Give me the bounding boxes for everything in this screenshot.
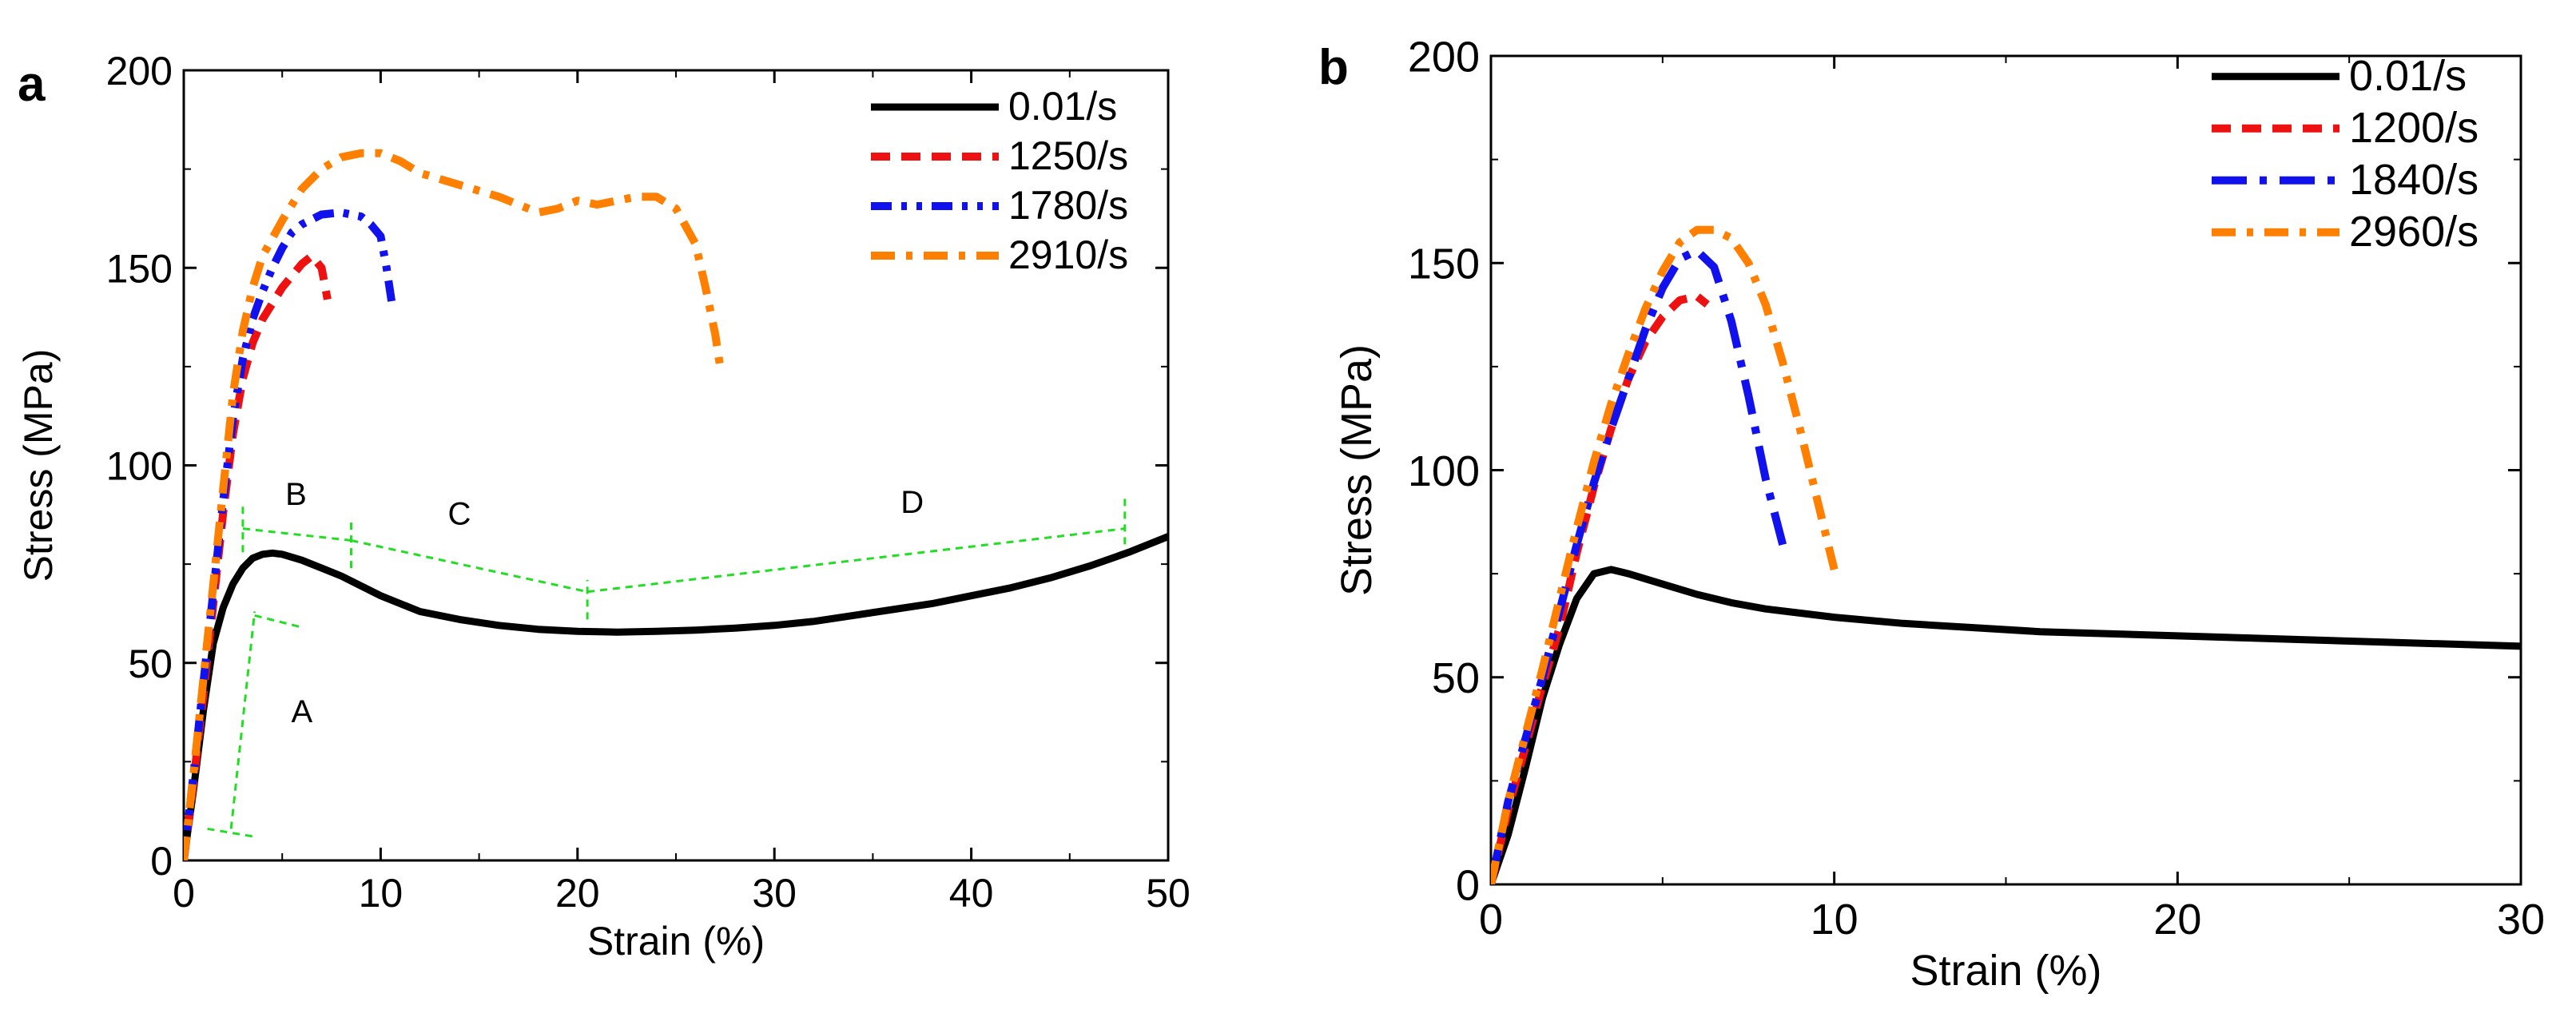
x-tick-label: 50 — [1146, 871, 1191, 916]
stage-d-line — [586, 527, 1125, 594]
panel-a: a 0 10 20 30 40 50 0 50 100 150 200 Strain (%) Stress… — [16, 49, 1191, 963]
stage-label-A: A — [291, 694, 312, 729]
stage-a-bottom — [207, 827, 255, 838]
x-tick-label: 30 — [2497, 896, 2545, 944]
stage-a-side — [229, 611, 256, 829]
y-tick-label: 200 — [1408, 33, 1480, 81]
legend-label: 0.01/s — [2349, 52, 2467, 100]
series-line-2910s — [184, 149, 725, 860]
panel-label-b: b — [1318, 40, 1349, 95]
y-tick-label: 0 — [150, 839, 173, 884]
series-line-1840s — [1491, 246, 1787, 884]
y-tick-label: 150 — [106, 246, 173, 291]
series-line-2960s — [1491, 225, 1839, 884]
y-tick-label: 100 — [106, 444, 173, 489]
y-tick-label: 100 — [1408, 447, 1480, 495]
stage-markers — [207, 497, 1127, 838]
x-tick-label: 0 — [173, 871, 195, 916]
legend-label: 1780/s — [1008, 183, 1128, 228]
x-axis-label: Strain (%) — [1910, 947, 2101, 995]
y-axis-label: Stress (MPa) — [1333, 344, 1381, 596]
x-tick-label: 0 — [1479, 896, 1503, 944]
series-group — [184, 149, 1168, 860]
x-tick-label: 40 — [949, 871, 994, 916]
legend-label: 2910/s — [1008, 232, 1128, 277]
stage-label-C: C — [448, 497, 471, 532]
y-tick-label: 50 — [128, 642, 173, 686]
x-tick-label: 10 — [359, 871, 403, 916]
stage-b-line — [242, 527, 352, 542]
y-axis-label: Stress (MPa) — [16, 349, 61, 582]
legend-label: 0.01/s — [1008, 84, 1117, 129]
y-tick-label: 50 — [1432, 654, 1480, 702]
y-tick-label: 150 — [1408, 240, 1480, 288]
x-axis-label: Strain (%) — [587, 919, 765, 963]
panel-label-a: a — [18, 57, 46, 112]
stage-c-line — [351, 538, 588, 594]
series-line-001s — [1491, 566, 2521, 884]
legend-label: 1840/s — [2349, 156, 2479, 204]
series-group — [1491, 225, 2521, 884]
series-line-1780s — [184, 209, 397, 860]
y-tick-label: 200 — [106, 49, 173, 93]
x-tick-label: 30 — [752, 871, 797, 916]
x-tick-label: 20 — [555, 871, 600, 916]
x-tick-label: 10 — [1811, 896, 1858, 944]
legend-label: 1200/s — [2349, 104, 2479, 152]
stage-label-D: D — [900, 485, 924, 520]
legend-label: 2960/s — [2349, 208, 2479, 256]
x-tick-label: 20 — [2153, 896, 2201, 944]
stage-a-top — [254, 614, 303, 629]
stage-label-B: B — [285, 477, 307, 512]
legend-label: 1250/s — [1008, 133, 1128, 178]
y-tick-label: 0 — [1456, 861, 1480, 909]
series-line-001s — [184, 533, 1168, 860]
panel-b: b 0 10 20 30 0 50 100 150 200 Strain (%) Stress (MP… — [1318, 33, 2545, 995]
